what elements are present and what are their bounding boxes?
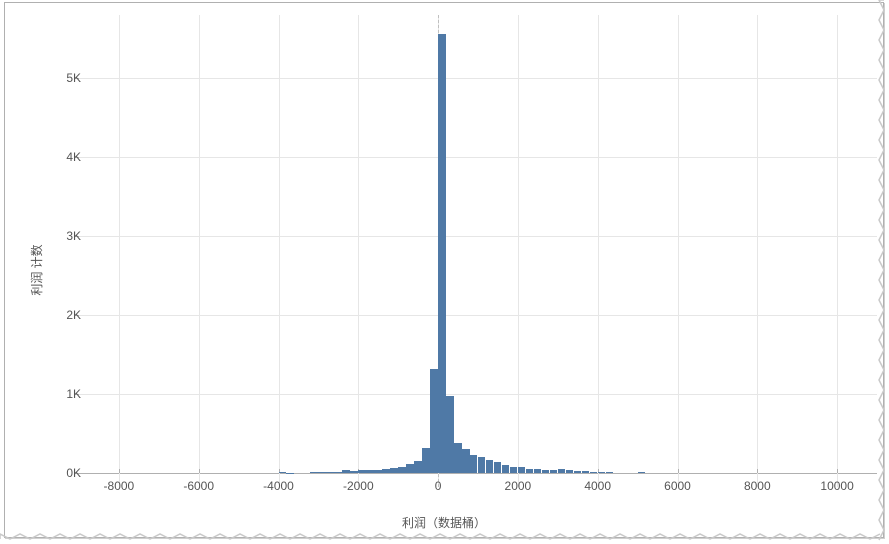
histogram-bar [566, 470, 573, 473]
y-axis-label: 利润 计数 [28, 244, 45, 295]
xtick-mark [678, 469, 679, 473]
gridline-v [598, 15, 599, 487]
histogram-bar [558, 469, 565, 473]
histogram-bar [574, 471, 581, 473]
x-axis-label: 利润（数据桶） [5, 514, 883, 531]
plot-area [79, 15, 877, 487]
histogram-bar [414, 461, 421, 473]
histogram-bar [590, 472, 597, 473]
gridline-v [837, 15, 838, 487]
histogram-bar [606, 472, 613, 473]
xtick-mark [199, 469, 200, 473]
ytick-label: 1K [21, 387, 81, 401]
gridline-v [119, 15, 120, 487]
ytick-label: 5K [21, 71, 81, 85]
xtick-label: 8000 [744, 479, 771, 493]
ytick-label: 4K [21, 150, 81, 164]
histogram-bar [358, 470, 365, 472]
histogram-bar [478, 457, 485, 473]
histogram-bar [374, 470, 381, 473]
gridline-v [678, 15, 679, 487]
xtick-label: -2000 [343, 479, 374, 493]
xtick-label: 4000 [584, 479, 611, 493]
xtick-mark [837, 469, 838, 473]
histogram-bar [334, 472, 341, 473]
histogram-bar [422, 448, 429, 472]
ytick-label: 0K [21, 466, 81, 480]
xtick-label: -8000 [104, 479, 135, 493]
xtick-label: -4000 [263, 479, 294, 493]
histogram-bar [318, 472, 325, 473]
histogram-bar [446, 396, 453, 473]
histogram-bar [326, 472, 333, 473]
gridline-v [518, 15, 519, 487]
histogram-bar [390, 468, 397, 473]
histogram-bar [430, 369, 437, 473]
histogram-bar [366, 470, 373, 473]
histogram-bar [494, 462, 501, 473]
histogram-bar [542, 470, 549, 473]
xtick-label: -6000 [183, 479, 214, 493]
xtick-label: 10000 [820, 479, 853, 493]
histogram-bar [598, 472, 605, 473]
histogram-bar [534, 469, 541, 473]
histogram-bar [406, 464, 413, 473]
histogram-bar [502, 465, 509, 473]
histogram-bar [518, 467, 525, 473]
histogram-bar [350, 471, 357, 473]
histogram-bar [454, 443, 461, 473]
xtick-label: 0 [435, 479, 442, 493]
gridline-v [358, 15, 359, 487]
gridline-v [199, 15, 200, 487]
histogram-bar [462, 449, 469, 473]
histogram-bar [550, 470, 557, 473]
ytick-label: 2K [21, 308, 81, 322]
chart-frame: 利润 计数 利润（数据桶） 0K 1K 2K 3K 4K 5K -8000 -6000 -400… [4, 2, 884, 538]
histogram-bar [582, 471, 589, 473]
histogram-bar [510, 467, 517, 473]
xtick-mark [757, 469, 758, 473]
gridline-v [757, 15, 758, 487]
histogram-bar [486, 460, 493, 473]
histogram-bar [470, 455, 477, 472]
xtick-mark [119, 469, 120, 473]
histogram-bar [438, 34, 445, 473]
xtick-label: 6000 [664, 479, 691, 493]
ytick-label: 3K [21, 229, 81, 243]
xtick-label: 2000 [505, 479, 532, 493]
gridline-v [279, 15, 280, 487]
histogram-bar [382, 469, 389, 473]
histogram-bar [398, 467, 405, 473]
histogram-bar [342, 470, 349, 473]
histogram-bar [526, 469, 533, 473]
